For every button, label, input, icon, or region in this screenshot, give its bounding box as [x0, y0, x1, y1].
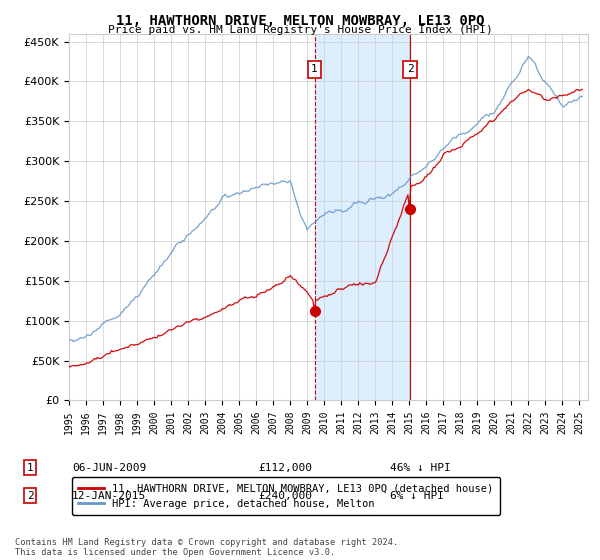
Text: 12-JAN-2015: 12-JAN-2015 [72, 491, 146, 501]
Text: £112,000: £112,000 [258, 463, 312, 473]
Text: 6% ↓ HPI: 6% ↓ HPI [390, 491, 444, 501]
Text: £240,000: £240,000 [258, 491, 312, 501]
Text: 2: 2 [407, 64, 413, 74]
Bar [314, 34, 410, 400]
Text: 06-JUN-2009: 06-JUN-2009 [72, 463, 146, 473]
Text: Contains HM Land Registry data © Crown copyright and database right 2024.
This d: Contains HM Land Registry data © Crown c… [15, 538, 398, 557]
Text: 46% ↓ HPI: 46% ↓ HPI [390, 463, 451, 473]
Legend: 11, HAWTHORN DRIVE, MELTON MOWBRAY, LE13 0PQ (detached house), HPI: Average pric: 11, HAWTHORN DRIVE, MELTON MOWBRAY, LE13… [71, 477, 500, 515]
Text: 11, HAWTHORN DRIVE, MELTON MOWBRAY, LE13 0PQ: 11, HAWTHORN DRIVE, MELTON MOWBRAY, LE13… [116, 14, 484, 28]
Text: 1: 1 [311, 64, 318, 74]
Text: Price paid vs. HM Land Registry's House Price Index (HPI): Price paid vs. HM Land Registry's House … [107, 25, 493, 35]
Text: 1: 1 [26, 463, 34, 473]
Text: 2: 2 [26, 491, 34, 501]
